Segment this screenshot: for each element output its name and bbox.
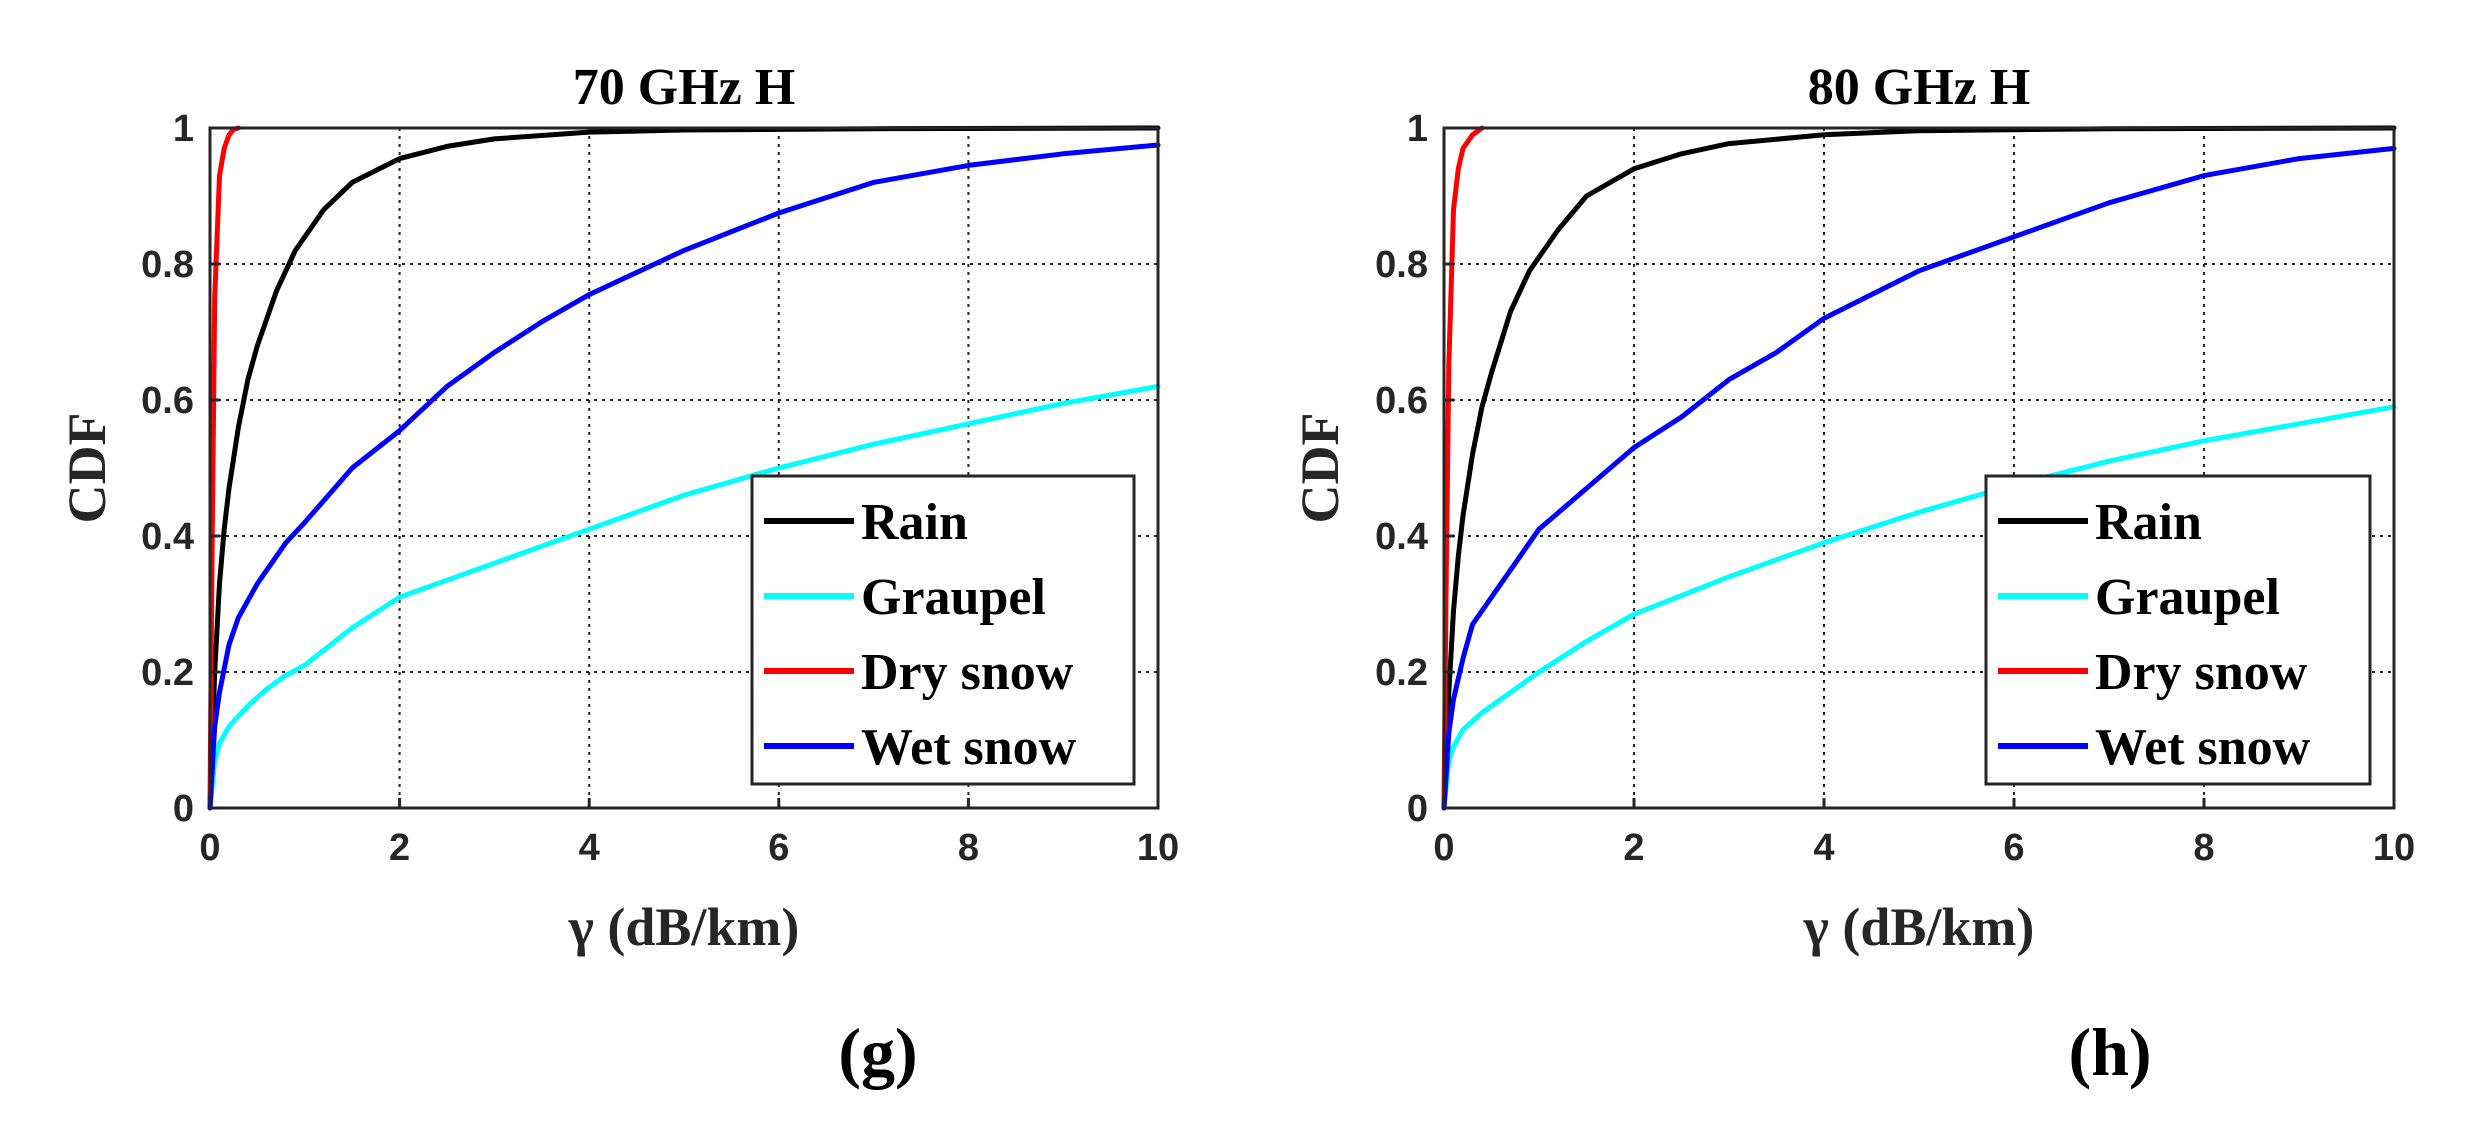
legend-box <box>1984 474 2372 786</box>
chart-title: 70 GHz H <box>573 59 795 116</box>
y-tick-label: 0.4 <box>141 516 194 558</box>
legend-label-dry-snow: Dry snow <box>861 644 1074 701</box>
series-layer <box>1441 125 2397 811</box>
x-tick-label: 10 <box>2373 827 2415 869</box>
y-axis-label: CDF <box>1290 413 1350 524</box>
legend: Rain Graupel Dry snow Wet snow <box>750 474 1136 786</box>
x-tick-label: 4 <box>579 827 600 869</box>
legend: Rain Graupel Dry snow Wet snow <box>1984 474 2372 786</box>
x-tick-label: 0 <box>199 827 220 869</box>
x-tick-label: 4 <box>1813 827 1834 869</box>
series-line-rain <box>1441 125 2397 811</box>
series-line-rain <box>207 125 1161 811</box>
x-tick-label: 8 <box>2193 827 2214 869</box>
y-tick-label: 1 <box>1407 108 1428 150</box>
legend-label-rain: Rain <box>861 494 968 551</box>
y-tick-label: 0.2 <box>141 652 194 694</box>
panel-label: (g) <box>838 1014 917 1090</box>
y-tick-label: 0.6 <box>1375 380 1428 422</box>
y-tick-label: 0.8 <box>1375 244 1428 286</box>
x-tick-label: 6 <box>2003 827 2024 869</box>
legend-label-rain: Rain <box>2095 494 2202 551</box>
series-line-wet-snow <box>1441 145 2397 811</box>
legend-label-dry-snow: Dry snow <box>2095 644 2308 701</box>
y-tick-label: 0 <box>1407 788 1428 830</box>
x-axis-label: γ (dB/km) <box>1803 897 2035 957</box>
series-line-dry-snow <box>1441 125 1485 811</box>
series-line-graupel <box>207 383 1161 811</box>
series-line-wet-snow <box>207 142 1161 811</box>
grid <box>1444 128 2394 808</box>
y-tick-label: 0.4 <box>1375 516 1428 558</box>
plot-frame <box>208 126 1160 810</box>
y-tick-label: 0.6 <box>141 380 194 422</box>
series-line-dry-snow <box>207 125 241 811</box>
panel-label: (h) <box>2068 1014 2151 1090</box>
x-tick-label: 2 <box>1623 827 1644 869</box>
tick-layer: 0 2 4 6 8 10 0 0.2 0.4 0.6 0.8 1 <box>1375 108 2415 869</box>
x-tick-label: 8 <box>958 827 979 869</box>
tick-layer: 0 2 4 6 8 10 0 0.2 0.4 0.6 0.8 1 <box>141 108 1179 869</box>
legend-label-wet-snow: Wet snow <box>2095 719 2311 776</box>
y-tick-label: 0.8 <box>141 244 194 286</box>
x-axis-label: γ (dB/km) <box>568 897 800 957</box>
y-tick-label: 0 <box>173 788 194 830</box>
y-axis-label: CDF <box>57 413 117 524</box>
chart-panel-80ghz: 0 2 4 6 8 10 0 0.2 0.4 0.6 0.8 1 80 GHz H γ (dB/km)… <box>1290 59 2415 1090</box>
x-tick-label: 0 <box>1433 827 1454 869</box>
legend-label-wet-snow: Wet snow <box>861 719 1077 776</box>
x-tick-label: 6 <box>768 827 789 869</box>
series-line-graupel <box>1441 404 2397 811</box>
plot-frame <box>1442 126 2396 810</box>
x-tick-label: 10 <box>1137 827 1179 869</box>
legend-box <box>750 474 1136 786</box>
grid <box>210 128 1158 808</box>
chart-panel-70ghz: 0 2 4 6 8 10 0 0.2 0.4 0.6 0.8 1 70 GHz H γ (dB/km)… <box>57 59 1179 1090</box>
y-tick-label: 0.2 <box>1375 652 1428 694</box>
x-tick-label: 2 <box>389 827 410 869</box>
series-layer <box>207 125 1161 811</box>
y-tick-label: 1 <box>173 108 194 150</box>
legend-label-graupel: Graupel <box>2095 569 2280 626</box>
legend-label-graupel: Graupel <box>861 569 1046 626</box>
chart-title: 80 GHz H <box>1808 59 2030 116</box>
